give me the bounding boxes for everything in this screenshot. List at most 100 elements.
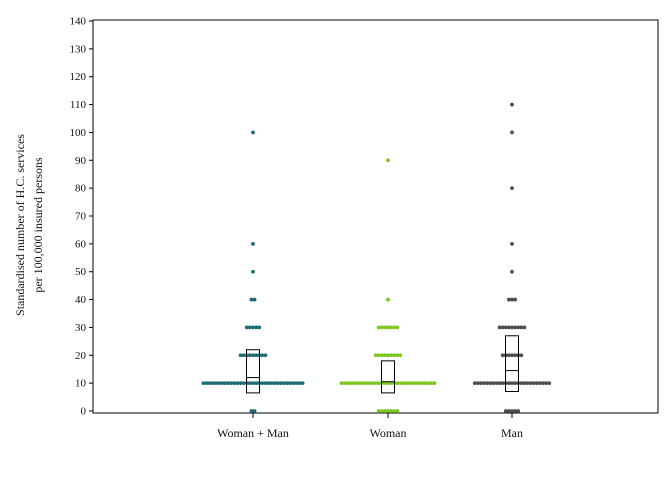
data-point: [497, 325, 502, 330]
data-point: [488, 381, 493, 386]
data-point: [420, 381, 424, 386]
data-point: [472, 381, 477, 386]
data-point: [516, 325, 521, 330]
x-category-label: Woman + Man: [217, 426, 289, 440]
data-point: [367, 381, 372, 386]
box-iqr: [246, 349, 260, 394]
y-axis-title-line-1: Standardised number of H.C. services: [13, 134, 27, 316]
data-point: [525, 381, 530, 386]
data-point: [392, 325, 397, 330]
box-iqr: [381, 360, 395, 394]
data-point: [392, 353, 397, 358]
data-point: [510, 186, 514, 191]
data-point: [376, 381, 381, 386]
data-point: [429, 381, 434, 386]
data-point: [510, 297, 514, 302]
data-point: [544, 381, 548, 386]
data-point: [398, 381, 403, 386]
data-point: [519, 325, 524, 330]
data-point: [235, 381, 240, 386]
data-point: [345, 381, 350, 386]
data-point: [500, 353, 505, 358]
data-point: [220, 381, 224, 386]
data-point: [241, 353, 246, 358]
data-point: [248, 353, 252, 358]
y-axis-title-line-2: per 100,000 insured persons: [31, 157, 45, 293]
data-point: [373, 353, 378, 358]
data-point: [248, 381, 252, 386]
data-point: [285, 381, 289, 386]
data-point: [407, 381, 412, 386]
data-point: [249, 297, 254, 302]
data-point: [257, 325, 262, 330]
data-point: [386, 158, 390, 163]
data-point: [479, 381, 483, 386]
data-point: [379, 409, 384, 413]
data-point: [376, 353, 381, 358]
data-point: [339, 381, 344, 386]
data-point: [513, 409, 517, 413]
data-point: [503, 325, 508, 330]
data-point: [370, 381, 375, 386]
data-point: [500, 381, 505, 386]
data-point: [260, 381, 265, 386]
data-point: [204, 381, 209, 386]
data-point: [386, 297, 390, 302]
box-plots: [246, 335, 519, 394]
data-point: [297, 381, 302, 386]
data-point: [383, 409, 387, 413]
x-axis: Woman + Man Woman Man: [217, 413, 523, 440]
data-point: [260, 353, 265, 358]
data-point: [503, 409, 508, 413]
data-point: [389, 409, 393, 413]
data-point: [423, 381, 428, 386]
data-point: [395, 381, 400, 386]
data-point: [507, 381, 511, 386]
x-category-label: Woman: [369, 426, 406, 440]
data-point: [522, 325, 527, 330]
y-tick-label: 70: [75, 211, 87, 223]
data-point: [361, 381, 366, 386]
data-point: [389, 325, 393, 330]
data-point: [404, 381, 409, 386]
y-tick-label: 50: [75, 266, 87, 278]
data-point: [513, 297, 517, 302]
data-point: [395, 409, 400, 413]
data-point: [395, 325, 400, 330]
data-point: [395, 353, 400, 358]
data-point: [248, 325, 252, 330]
y-tick-label: 110: [70, 99, 87, 111]
data-point: [528, 381, 533, 386]
data-point: [482, 381, 486, 386]
data-point: [379, 353, 384, 358]
data-point: [249, 409, 254, 413]
data-point: [497, 381, 502, 386]
data-point: [355, 381, 359, 386]
data-point: [294, 381, 299, 386]
data-point: [398, 353, 403, 358]
data-point: [510, 102, 514, 107]
data-point: [510, 241, 514, 246]
data-point: [275, 381, 280, 386]
data-point: [541, 381, 545, 386]
data-point: [510, 381, 514, 386]
data-point: [426, 381, 431, 386]
data-point: [531, 381, 536, 386]
data-point: [507, 353, 511, 358]
y-tick-label: 100: [70, 127, 87, 139]
data-point: [507, 325, 511, 330]
data-points: [201, 102, 552, 413]
data-point: [300, 381, 305, 386]
data-point: [217, 381, 221, 386]
data-point: [386, 325, 390, 330]
data-point: [510, 269, 514, 274]
data-point: [348, 381, 353, 386]
data-point: [386, 353, 390, 358]
data-point: [251, 353, 255, 358]
y-axis: 0 10 20 30 40 50 60 70 80 90 100 110 120 130 140: [70, 16, 93, 418]
data-point: [226, 381, 231, 386]
data-point: [383, 353, 387, 358]
y-tick-label: 30: [75, 322, 87, 334]
